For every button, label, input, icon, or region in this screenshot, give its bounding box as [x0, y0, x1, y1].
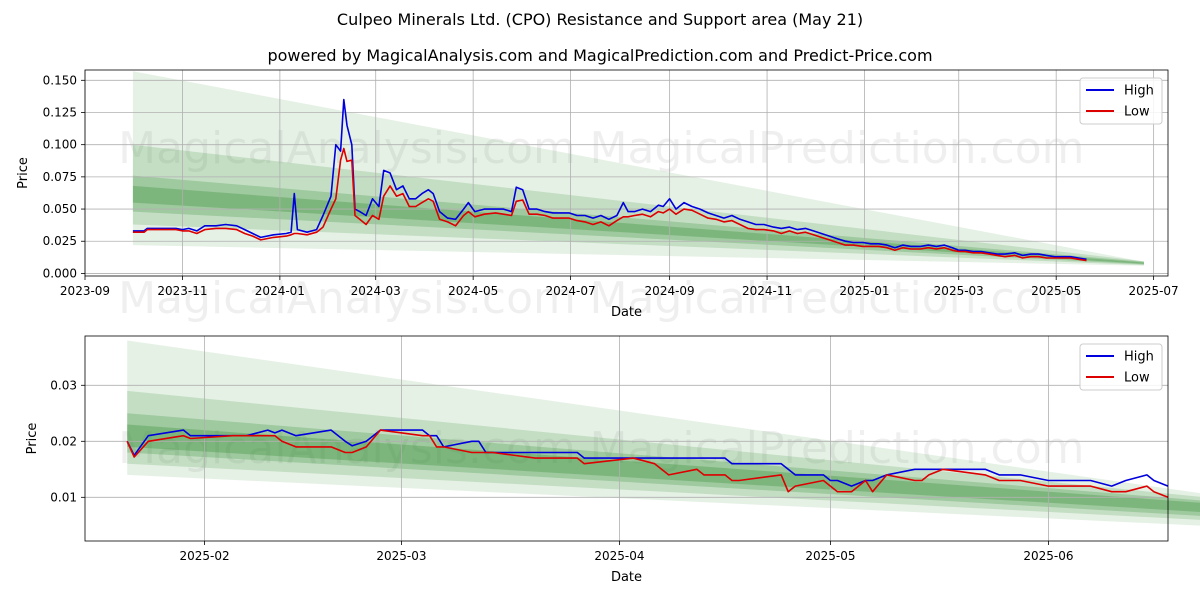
bottom-ytick-label-2: 0.03 — [50, 378, 77, 392]
top-ytick-label-3: 0.075 — [43, 170, 77, 184]
top-series-high-line — [132, 98, 1087, 261]
top-legend-label-high: High — [1124, 84, 1154, 99]
bottom-xtick-label-3: 2025-05 — [805, 549, 855, 563]
bottom-support-resistance-bands — [127, 340, 1200, 526]
bottom-legend-label-low: Low — [1124, 371, 1150, 386]
top-legend: High Low — [1079, 77, 1163, 125]
watermark-top-left: MagicalAnalysis.com — [118, 123, 576, 174]
bottom-band-1 — [127, 390, 1200, 520]
chart-subtitle: powered by MagicalAnalysis.com and Magic… — [267, 46, 933, 65]
top-ytick-label-4: 0.100 — [43, 138, 77, 152]
top-x-axis-label: Date — [611, 305, 642, 320]
bottom-legend: High Low — [1079, 343, 1163, 391]
bottom-xtick-label-1: 2025-03 — [376, 549, 426, 563]
bottom-series-low-line — [126, 429, 1169, 499]
bottom-y-axis-label: Price — [25, 423, 40, 455]
top-chart: 2023-09 2023-11 2024-01 2024-03 2024-05 2024-… — [16, 69, 1179, 320]
top-legend-label-low: Low — [1124, 105, 1150, 120]
top-ytick-label-1: 0.025 — [43, 234, 77, 248]
top-grid — [84, 70, 1168, 276]
top-ytick-label-6: 0.150 — [43, 73, 77, 87]
top-xtick-label-11: 2025-07 — [1129, 284, 1179, 298]
watermark-bottom-left: MagicalAnalysis.com — [118, 423, 576, 474]
watermark-mid-left: MagicalAnalysis.com — [118, 273, 576, 324]
bottom-series-high-line — [126, 429, 1169, 487]
top-band-0 — [132, 71, 1144, 266]
top-xtick-label-3: 2024-03 — [351, 284, 401, 298]
top-band-3 — [132, 185, 1144, 264]
top-xtick-label-6: 2024-09 — [645, 284, 695, 298]
bottom-xtick-label-0: 2025-02 — [179, 549, 229, 563]
bottom-chart: 2025-02 2025-03 2025-04 2025-05 2025-06 0.01 0… — [25, 335, 1200, 585]
bottom-xtick-label-4: 2025-06 — [1023, 549, 1073, 563]
top-xtick-label-8: 2025-01 — [839, 284, 889, 298]
watermark-layer: MagicalAnalysis.com MagicalPrediction.co… — [118, 123, 1084, 474]
top-xtick-label-1: 2023-11 — [157, 284, 207, 298]
top-xtick-label-4: 2024-05 — [448, 284, 498, 298]
watermark-top-right: MagicalPrediction.com — [590, 123, 1085, 174]
chart-title: Culpeo Minerals Ltd. (CPO) Resistance an… — [336, 10, 864, 29]
top-xtick-label-5: 2024-07 — [546, 284, 596, 298]
bottom-x-axis-label: Date — [611, 570, 642, 585]
bottom-band-0 — [127, 340, 1200, 526]
bottom-ytick-label-0: 0.01 — [50, 490, 77, 504]
bottom-legend-label-high: High — [1124, 350, 1154, 365]
top-band-1 — [132, 144, 1144, 266]
top-xtick-label-10: 2025-05 — [1031, 284, 1081, 298]
top-xtick-label-0: 2023-09 — [60, 284, 110, 298]
top-band-2 — [132, 175, 1144, 265]
watermark-bottom-right: MagicalPrediction.com — [590, 423, 1085, 474]
top-xtick-label-9: 2025-03 — [934, 284, 984, 298]
top-ytick-label-2: 0.050 — [43, 202, 77, 216]
top-plot-frame — [84, 69, 1169, 277]
top-xtick-label-7: 2024-11 — [742, 284, 792, 298]
bottom-band-2 — [127, 413, 1200, 516]
watermark-mid-right: MagicalPrediction.com — [590, 273, 1085, 324]
top-y-axis-label: Price — [16, 157, 31, 189]
top-ytick-label-5: 0.125 — [43, 105, 77, 119]
bottom-grid — [85, 336, 1168, 541]
top-ytick-label-0: 0.000 — [43, 266, 77, 280]
top-series-low-line — [132, 147, 1087, 262]
top-xtick-label-2: 2024-01 — [255, 284, 305, 298]
bottom-xtick-label-2: 2025-04 — [594, 549, 644, 563]
bottom-band-3 — [127, 424, 1200, 512]
bottom-plot-frame — [84, 335, 1169, 542]
top-support-resistance-bands — [132, 71, 1144, 266]
bottom-ytick-label-1: 0.02 — [50, 434, 77, 448]
